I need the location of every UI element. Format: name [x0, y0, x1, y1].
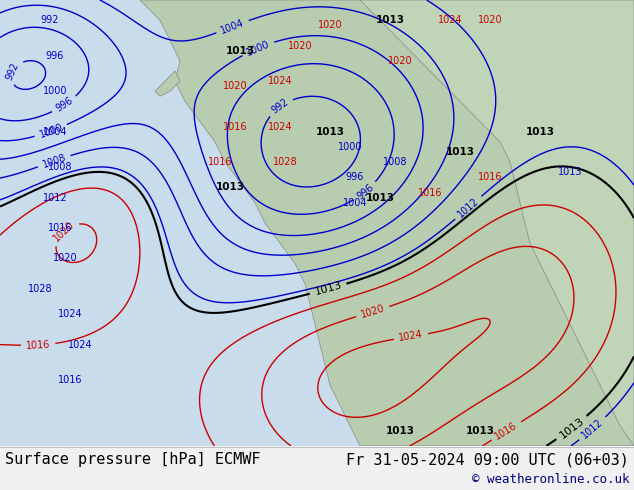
- Text: 1000: 1000: [38, 122, 64, 140]
- Text: 1012: 1012: [580, 417, 605, 441]
- Text: 1020: 1020: [477, 15, 502, 25]
- Text: 1013: 1013: [446, 147, 474, 157]
- Text: 1020: 1020: [387, 56, 412, 66]
- Text: 1013: 1013: [216, 182, 245, 193]
- Text: 1013: 1013: [226, 46, 254, 56]
- Text: 1016: 1016: [478, 172, 502, 182]
- Text: 1024: 1024: [437, 15, 462, 25]
- Text: 1020: 1020: [51, 219, 76, 244]
- Text: 996: 996: [46, 51, 64, 61]
- Text: 1016: 1016: [223, 122, 247, 132]
- Text: 1016: 1016: [48, 223, 72, 233]
- Text: 1024: 1024: [68, 340, 93, 349]
- Text: 1004: 1004: [343, 197, 367, 208]
- Text: 996: 996: [355, 182, 375, 201]
- Text: 992: 992: [270, 97, 291, 116]
- Text: 1016: 1016: [418, 188, 443, 197]
- Text: 1004: 1004: [219, 18, 246, 36]
- Text: 1020: 1020: [53, 253, 77, 264]
- Text: 1024: 1024: [268, 76, 292, 86]
- Text: 1013: 1013: [465, 426, 495, 436]
- Text: 1013: 1013: [365, 193, 394, 202]
- Text: 1013: 1013: [313, 280, 343, 297]
- Text: © weatheronline.co.uk: © weatheronline.co.uk: [472, 473, 629, 487]
- Text: 1016: 1016: [208, 157, 232, 167]
- Text: Surface pressure [hPa] ECMWF: Surface pressure [hPa] ECMWF: [5, 452, 261, 467]
- Text: 1013: 1013: [558, 167, 582, 177]
- Text: 1024: 1024: [268, 122, 292, 132]
- Text: 1013: 1013: [526, 127, 555, 137]
- Text: 1013: 1013: [375, 15, 404, 25]
- Text: 1013: 1013: [558, 416, 586, 441]
- Text: 1000: 1000: [338, 142, 362, 152]
- Polygon shape: [140, 0, 634, 446]
- Text: 1028: 1028: [273, 157, 297, 167]
- Text: 1000: 1000: [245, 39, 271, 57]
- Text: 1013: 1013: [385, 426, 415, 436]
- Text: 1016: 1016: [58, 375, 82, 385]
- Text: 1013: 1013: [316, 127, 344, 137]
- Polygon shape: [360, 0, 634, 446]
- Text: 1024: 1024: [58, 309, 82, 319]
- Text: Fr 31-05-2024 09:00 UTC (06+03): Fr 31-05-2024 09:00 UTC (06+03): [346, 452, 629, 467]
- Text: 1016: 1016: [493, 420, 519, 441]
- Text: 1024: 1024: [398, 330, 424, 343]
- Text: 1020: 1020: [288, 41, 313, 50]
- Text: 1008: 1008: [41, 152, 67, 170]
- Text: 1008: 1008: [383, 157, 407, 167]
- Text: 1020: 1020: [223, 81, 247, 91]
- Text: 1016: 1016: [26, 339, 51, 350]
- Text: 1004: 1004: [42, 127, 67, 137]
- Text: 1008: 1008: [48, 162, 72, 172]
- Text: 1012: 1012: [456, 196, 481, 220]
- Text: 1020: 1020: [359, 303, 386, 320]
- Text: 996: 996: [346, 172, 364, 182]
- Text: 996: 996: [54, 96, 75, 114]
- Text: 992: 992: [4, 61, 21, 82]
- Text: 1000: 1000: [42, 86, 67, 96]
- Polygon shape: [155, 71, 180, 96]
- Text: 1020: 1020: [318, 21, 342, 30]
- Text: 1012: 1012: [42, 193, 67, 202]
- Text: 992: 992: [41, 15, 59, 25]
- Text: 1028: 1028: [28, 284, 53, 294]
